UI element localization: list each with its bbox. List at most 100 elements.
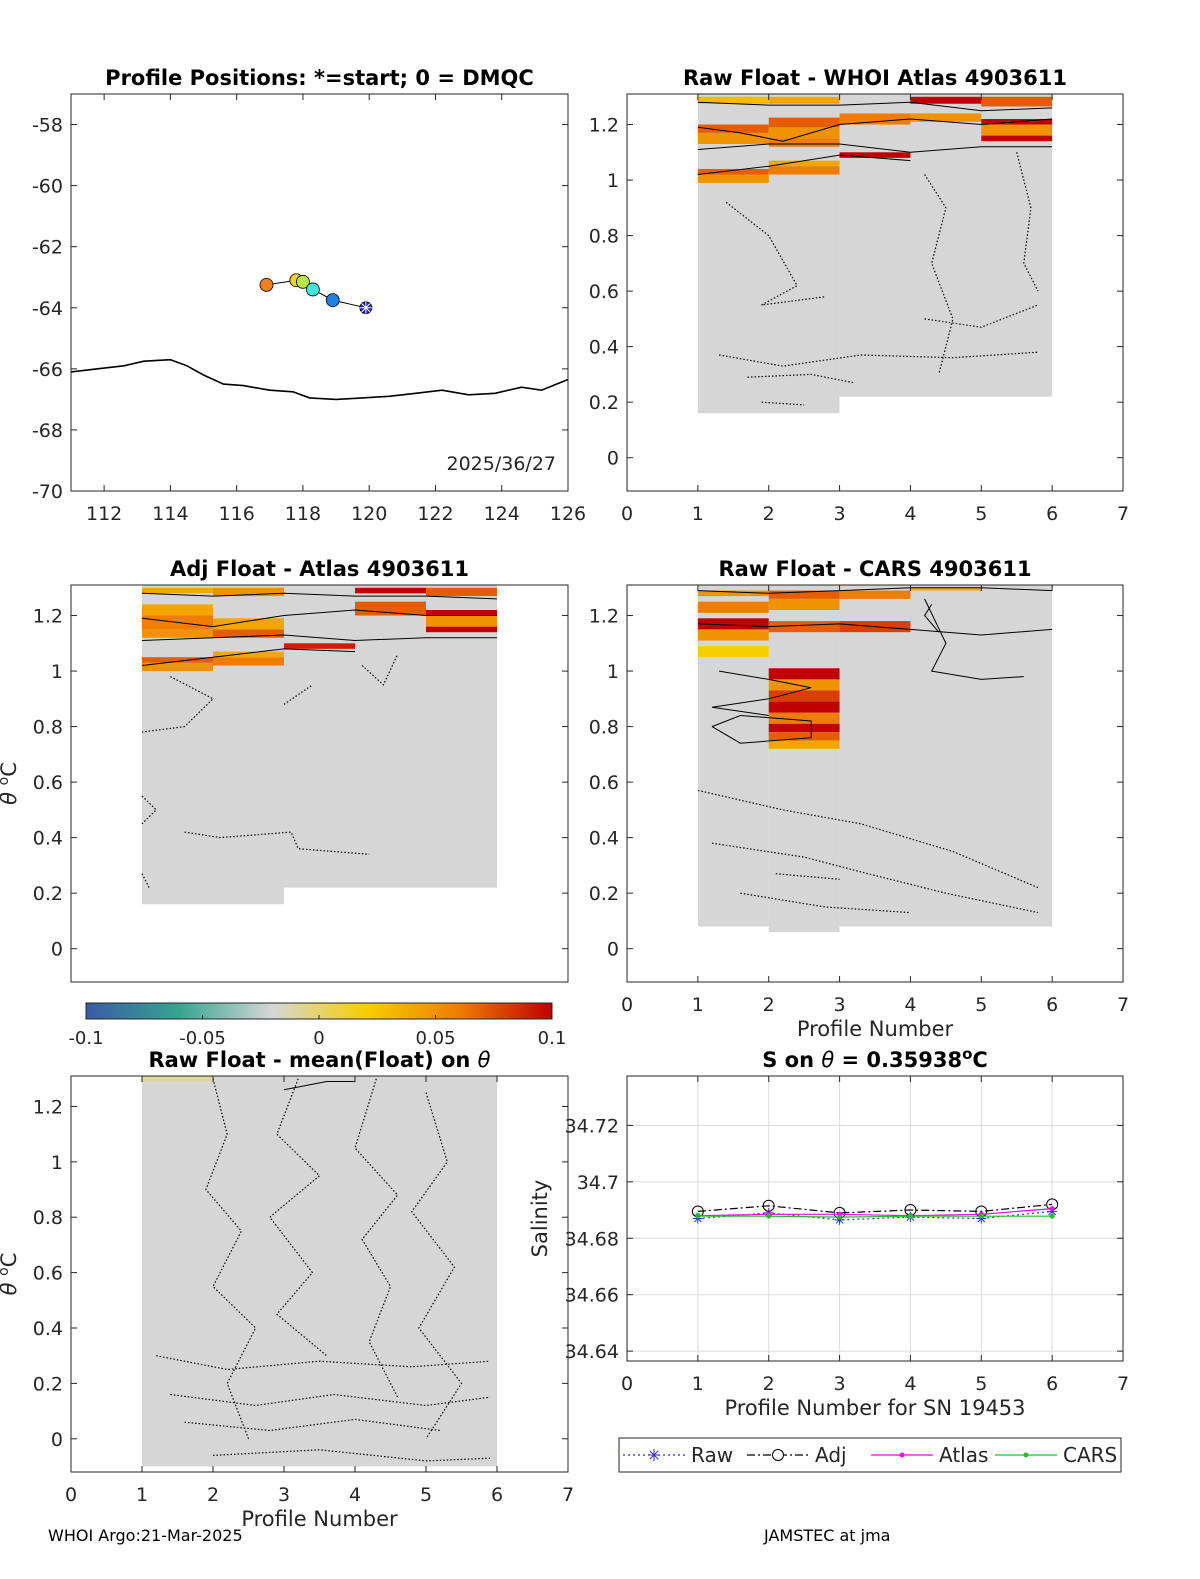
anomaly-cell xyxy=(839,590,911,599)
anomaly-cell xyxy=(697,590,769,597)
field-block xyxy=(768,585,840,933)
contour-line xyxy=(924,598,1024,680)
anomaly-cell xyxy=(768,96,840,104)
anomaly-cell xyxy=(768,160,840,167)
legend: Raw Adj Atlas CARS xyxy=(618,1437,1122,1473)
y-tick-label: 0 xyxy=(607,939,619,961)
x-tick-label: 3 xyxy=(834,1373,846,1395)
anomaly-cell xyxy=(697,174,769,183)
contour-line xyxy=(283,1081,355,1091)
y-tick-label: 1.2 xyxy=(589,606,619,628)
y-tick-label: 34.64 xyxy=(565,1341,619,1363)
x-tick-label: 3 xyxy=(278,1484,290,1506)
series-atlas-point xyxy=(1049,1206,1055,1212)
legend-label: CARS xyxy=(1063,1443,1117,1467)
x-tick-label: 0 xyxy=(65,1484,77,1506)
y-tick-label: 0.6 xyxy=(589,281,619,303)
series-cars-point xyxy=(978,1213,984,1219)
anomaly-cell xyxy=(142,629,213,638)
contour-line xyxy=(923,604,940,633)
x-tick-label: 4 xyxy=(904,994,916,1016)
x-tick-label: 5 xyxy=(975,1373,987,1395)
y-tick-label: 0.4 xyxy=(589,828,619,850)
series-cars-point xyxy=(695,1213,701,1219)
legend-label: Raw xyxy=(691,1443,733,1467)
anomaly-cell xyxy=(355,587,426,594)
y-tick-label: 1.2 xyxy=(33,606,63,628)
anomaly-cell xyxy=(768,668,840,680)
dotted-contour-line xyxy=(725,201,826,306)
dotted-contour-line xyxy=(775,873,840,880)
series-adj-line xyxy=(697,1203,1053,1214)
field-block xyxy=(284,585,497,888)
x-tick-label: 7 xyxy=(1117,994,1129,1016)
x-tick-label: 7 xyxy=(562,1484,574,1506)
chart-title: Raw Float - WHOI Atlas 4903611 xyxy=(683,66,1067,90)
anomaly-cell xyxy=(284,1081,355,1088)
dotted-contour-line xyxy=(156,1355,490,1371)
axes-frame xyxy=(70,1075,569,1473)
x-tick-label: 2 xyxy=(763,994,775,1016)
x-tick-label: 116 xyxy=(219,503,255,525)
anomaly-cell xyxy=(697,124,769,133)
x-tick-label: 2 xyxy=(763,503,775,525)
field-block xyxy=(697,585,769,927)
y-tick-label: 0.2 xyxy=(589,883,619,905)
anomaly-cell xyxy=(213,618,284,630)
legend-marker xyxy=(899,1452,905,1458)
series-cars-point xyxy=(907,1213,913,1219)
anomaly-cell xyxy=(768,723,840,733)
x-tick-label: 4 xyxy=(904,503,916,525)
y-tick-label: 0.6 xyxy=(33,772,63,794)
anomaly-cell xyxy=(142,657,213,663)
field-block xyxy=(839,585,1053,927)
field-block xyxy=(839,94,1053,397)
y-axis-label: θ oC xyxy=(0,762,21,805)
y-tick-label: 1.2 xyxy=(589,115,619,137)
y-tick-label: 34.7 xyxy=(577,1172,619,1194)
series-raw-line xyxy=(697,1210,1053,1221)
profile-position-marker xyxy=(305,282,320,297)
y-tick-label: 0.2 xyxy=(33,883,63,905)
y-tick-label: 0.4 xyxy=(33,1318,63,1340)
contour-line xyxy=(141,592,498,600)
anomaly-cell xyxy=(142,662,213,672)
colorbar-tick-label: 0.05 xyxy=(415,1028,455,1049)
contour-line xyxy=(141,634,497,642)
x-tick-label: 6 xyxy=(491,1484,503,1506)
anomaly-cell xyxy=(426,615,497,627)
y-tick-label: 0.2 xyxy=(589,392,619,414)
x-tick-label: 1 xyxy=(136,1484,148,1506)
series-cars-line xyxy=(697,1215,1053,1218)
anomaly-cell xyxy=(981,96,1053,107)
x-tick-label: 124 xyxy=(484,503,520,525)
dotted-contour-line xyxy=(924,304,1039,328)
legend-label: Atlas xyxy=(939,1443,988,1467)
y-tick-label: 1 xyxy=(51,1152,63,1174)
x-tick-label: 5 xyxy=(975,994,987,1016)
start-star-ray xyxy=(361,303,371,313)
axes-frame xyxy=(626,584,1124,983)
x-tick-label: 1 xyxy=(692,1373,704,1395)
y-tick-label: -70 xyxy=(32,481,63,503)
anomaly-cell xyxy=(426,587,497,597)
heatmap-2 xyxy=(141,585,498,905)
anomaly-cell xyxy=(768,679,840,691)
dotted-contour-line xyxy=(924,174,954,375)
x-axis-label: Profile Number xyxy=(797,1017,954,1041)
anomaly-cell xyxy=(768,690,840,702)
series-adj-point xyxy=(762,1199,775,1212)
anomaly-cell xyxy=(839,96,911,104)
dotted-contour-line xyxy=(354,1078,399,1398)
anomaly-cell xyxy=(426,609,497,616)
heatmap-4 xyxy=(142,1076,497,1467)
anomaly-cell xyxy=(697,168,769,175)
y-tick-label: 0.8 xyxy=(33,717,63,739)
series-cars-point xyxy=(837,1214,843,1220)
dotted-contour-line xyxy=(212,1449,490,1462)
dotted-contour-line xyxy=(411,1092,463,1440)
axes-frame xyxy=(626,93,1124,492)
dotted-contour-line xyxy=(740,892,911,914)
x-tick-label: 122 xyxy=(417,503,453,525)
